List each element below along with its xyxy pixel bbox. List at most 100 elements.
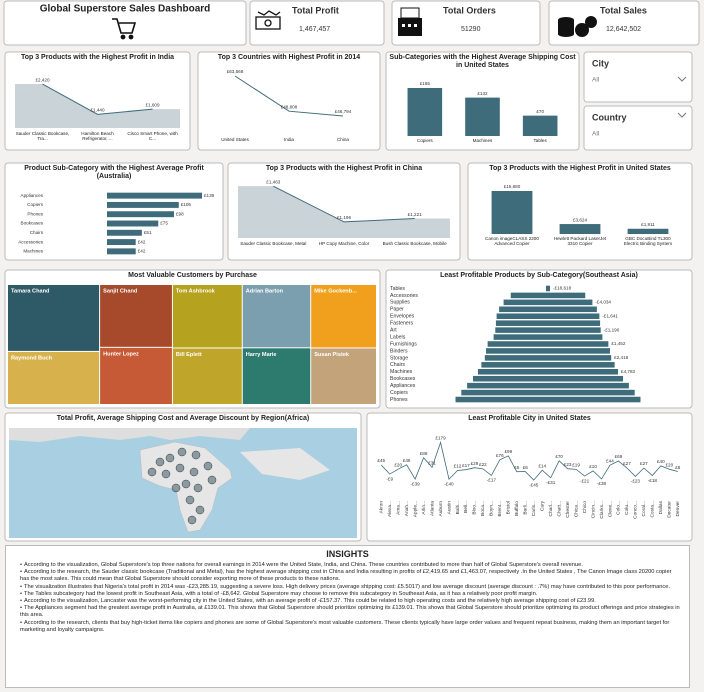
y-tick-label: Tables [390,286,405,292]
kpi-card [249,0,385,46]
x-tick-label: Cisco Smart Phone, with C... [127,131,178,142]
value-label: -£31 [546,480,556,485]
treemap-label: Mike Gockenb... [314,288,357,294]
value-label: £3,624 [573,217,587,222]
chart-title: Least Profitable Products by Sub-Categor… [440,272,638,279]
value-label: -£1,641 [602,313,618,318]
funnel-bar [472,375,624,382]
value-label: £76 [496,453,504,458]
x-tick-label: Machines [472,138,493,143]
chart-title: Top 3 Products with the Highest Profit i… [265,165,423,172]
y-tick-label: Phones [27,211,43,216]
treemap-label: Bill Eplett [176,352,202,358]
value-label: £20 [665,462,673,467]
treemap-cell [8,351,100,404]
funnel-bar [495,327,601,333]
value-label: £105 [181,202,192,207]
treemap-cell [172,285,242,348]
x-tick-label: United States [221,137,249,142]
y-tick-label: Bookcases [21,221,44,226]
insights-panel: INSIGHTS According to the visualization,… [5,545,690,688]
x-tick-label: Burli... [523,501,529,515]
bar [107,211,174,218]
funnel-bar [493,334,603,340]
insights-title: INSIGHTS [326,549,369,559]
treemap-cell [311,285,376,348]
x-tick-label: Arlin... [421,501,427,515]
x-tick-label: Brent... [497,501,503,516]
x-tick-label: Boyn... [489,501,495,516]
value-label: £15,680 [504,184,521,189]
y-tick-label: Labels [390,334,406,340]
x-tick-label: Tables [533,138,547,143]
insight-item: According to the visualization, Lancaste… [20,598,681,605]
funnel-bar [496,313,600,320]
slicer-selection[interactable]: All [592,77,600,84]
kpi-label: Total Profit [292,5,339,15]
value-label: £17 [462,463,470,468]
value-label: £165 [420,81,431,86]
value-label: £12 [454,464,462,469]
value-label: £5 [514,465,520,470]
value-label: £1,609 [145,102,159,107]
x-tick-label: Copiers [416,138,433,143]
dashboard-title: Global Superstore Sales Dashboard [40,4,211,15]
bar [407,88,443,136]
value-label: -£18 [648,478,658,483]
value-label: £6 [675,465,681,470]
slicer-selection[interactable]: All [592,131,600,138]
value-label: £46 [403,458,411,463]
insights-list: According to the visualization, Global S… [14,562,681,634]
y-tick-label: Paper [390,307,404,313]
x-tick-label: Austin [446,501,452,515]
y-tick-label: Art [390,327,397,333]
value-label: £44 [606,458,614,463]
treemap-cell [311,348,376,404]
chart-title: Product Sub-Category with the Highest Av… [24,165,204,181]
chevron[interactable] [677,76,687,82]
insight-item: The Tables subcategory had the lowest pr… [20,591,681,598]
value-label: £45 [377,458,385,463]
treemap-label: Tamara Chand [11,288,50,294]
x-tick-label: India [284,137,294,142]
value-label: £19 [572,463,580,468]
area [238,186,450,238]
chart-title: Top 3 Products with the Highest Profit i… [20,54,175,61]
y-tick-label: Accessories [390,293,418,299]
value-label: £2,418 [614,355,628,360]
value-label: £63,568 [227,69,244,74]
x-tick-label: Ama... [395,501,401,515]
treemap-label: Adrian Barton [246,288,284,294]
value-label: £1,440 [90,108,104,113]
x-tick-label: Cary [539,500,545,511]
value-label: £27 [623,461,631,466]
x-tick-label: Canon imageCLASS 2200 Advanced Copier [485,236,539,247]
value-label: £1,463 [266,179,280,184]
y-tick-label: Fasteners [390,321,413,327]
treemap-label: Sanjit Chand [103,288,138,294]
treemap-cell [100,347,172,404]
chevron[interactable] [677,112,687,118]
value-label: £75 [160,221,168,226]
value-label: £27 [640,461,648,466]
value-label: £48,808 [281,104,298,109]
y-tick-label: Appliances [21,193,44,198]
value-label: £40 [657,459,665,464]
y-tick-label: Binders [390,348,408,354]
value-label: -£17 [487,478,497,483]
cart-icon [112,18,137,40]
treemap-cell [242,285,311,348]
x-tick-label: GBC DocuBind TL300 Electric Binding Syst… [623,236,673,247]
funnel-bar [503,299,593,306]
bar [107,239,136,246]
value-label: £42 [138,249,146,254]
x-tick-label: Chica... [573,501,579,517]
value-label: £99 [504,449,512,454]
treemap-cell [172,348,242,404]
x-tick-label: Sauder Classic Bookcase, Tra... [15,131,70,142]
bar [465,97,500,136]
chart-card [366,412,693,542]
y-tick-label: Accessories [18,239,43,244]
x-tick-label: Chatt... [556,501,562,516]
x-tick-label: Colo... [616,501,622,515]
